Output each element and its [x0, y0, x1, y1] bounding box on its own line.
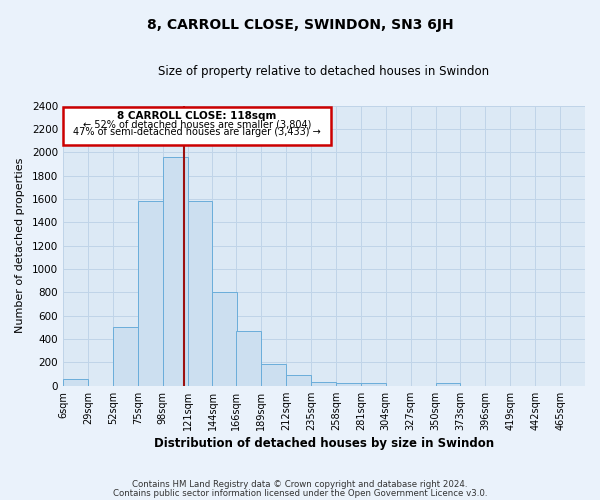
- X-axis label: Distribution of detached houses by size in Swindon: Distribution of detached houses by size …: [154, 437, 494, 450]
- Bar: [63, 380, 88, 386]
- Bar: [212, 292, 238, 386]
- Bar: [113, 328, 138, 386]
- Bar: [286, 376, 311, 386]
- Bar: [236, 331, 261, 386]
- Bar: [138, 202, 163, 386]
- FancyBboxPatch shape: [63, 106, 331, 146]
- Text: 8, CARROLL CLOSE, SWINDON, SN3 6JH: 8, CARROLL CLOSE, SWINDON, SN3 6JH: [146, 18, 454, 32]
- Bar: [436, 383, 460, 386]
- Y-axis label: Number of detached properties: Number of detached properties: [15, 158, 25, 334]
- Text: Contains HM Land Registry data © Crown copyright and database right 2024.: Contains HM Land Registry data © Crown c…: [132, 480, 468, 489]
- Bar: [188, 202, 212, 386]
- Bar: [261, 364, 286, 386]
- Text: ← 52% of detached houses are smaller (3,804): ← 52% of detached houses are smaller (3,…: [83, 120, 311, 130]
- Text: Contains public sector information licensed under the Open Government Licence v3: Contains public sector information licen…: [113, 488, 487, 498]
- Bar: [311, 382, 336, 386]
- Bar: [163, 157, 188, 386]
- Text: 47% of semi-detached houses are larger (3,433) →: 47% of semi-detached houses are larger (…: [73, 127, 320, 137]
- Bar: [361, 384, 386, 386]
- Title: Size of property relative to detached houses in Swindon: Size of property relative to detached ho…: [158, 65, 490, 78]
- Bar: [336, 383, 361, 386]
- Text: 8 CARROLL CLOSE: 118sqm: 8 CARROLL CLOSE: 118sqm: [117, 112, 277, 122]
